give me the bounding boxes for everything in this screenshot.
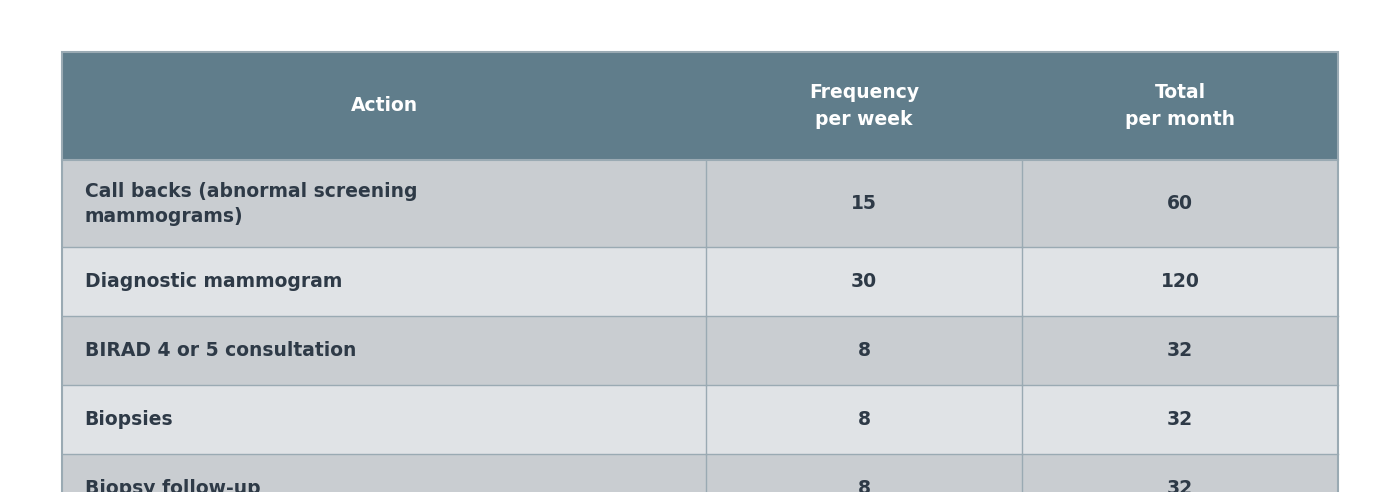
FancyBboxPatch shape [1022,160,1338,247]
Text: BIRAD 4 or 5 consultation: BIRAD 4 or 5 consultation [84,341,356,360]
Text: 15: 15 [851,194,876,213]
Text: Biopsy follow-up: Biopsy follow-up [84,479,260,492]
Text: Total
per month: Total per month [1126,83,1235,128]
Text: 32: 32 [1168,479,1193,492]
Text: 30: 30 [851,273,878,291]
Text: Action: Action [350,96,417,115]
Text: 8: 8 [858,341,871,360]
FancyBboxPatch shape [1022,454,1338,492]
Text: Diagnostic mammogram: Diagnostic mammogram [84,273,342,291]
FancyBboxPatch shape [1022,385,1338,454]
Text: 60: 60 [1168,194,1193,213]
FancyBboxPatch shape [62,247,707,316]
FancyBboxPatch shape [1022,316,1338,385]
FancyBboxPatch shape [1022,52,1338,160]
FancyBboxPatch shape [707,160,1022,247]
Text: 8: 8 [858,479,871,492]
FancyBboxPatch shape [1022,247,1338,316]
FancyBboxPatch shape [707,385,1022,454]
Text: Call backs (abnormal screening
mammograms): Call backs (abnormal screening mammogram… [84,182,417,226]
Text: 120: 120 [1161,273,1200,291]
FancyBboxPatch shape [62,454,707,492]
FancyBboxPatch shape [62,385,707,454]
FancyBboxPatch shape [707,52,1022,160]
FancyBboxPatch shape [707,247,1022,316]
FancyBboxPatch shape [707,316,1022,385]
Text: 32: 32 [1168,341,1193,360]
Text: 8: 8 [858,410,871,429]
FancyBboxPatch shape [62,316,707,385]
Text: Frequency
per week: Frequency per week [809,83,920,128]
FancyBboxPatch shape [707,454,1022,492]
Text: 32: 32 [1168,410,1193,429]
FancyBboxPatch shape [62,160,707,247]
FancyBboxPatch shape [62,52,707,160]
Text: Biopsies: Biopsies [84,410,174,429]
